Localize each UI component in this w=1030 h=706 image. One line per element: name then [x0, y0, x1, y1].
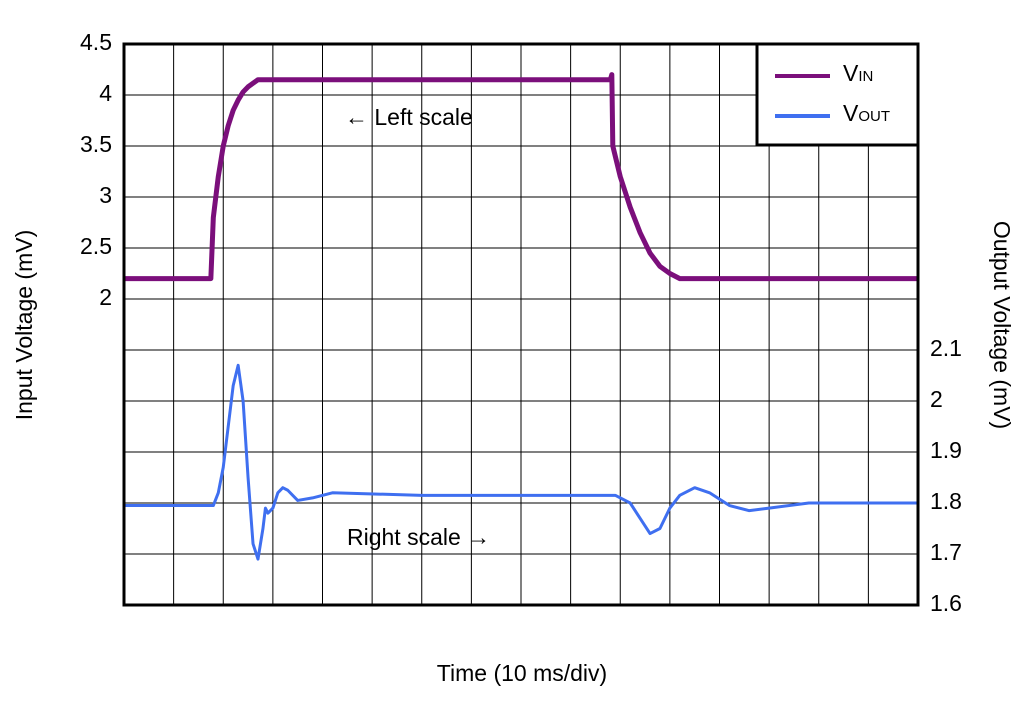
- x-axis-label: Time (10 ms/div): [437, 660, 607, 686]
- y2-axis-label: Output Voltage (mV): [989, 221, 1015, 429]
- y-tick-label: 2.5: [80, 233, 112, 259]
- y2-tick-label: 2.1: [930, 335, 962, 361]
- y-tick-label: 4: [99, 80, 112, 106]
- y-tick-label: 3: [99, 182, 112, 208]
- annotation: Right scale →: [347, 524, 490, 550]
- y-axis-label: Input Voltage (mV): [11, 230, 37, 421]
- annotation: ← Left scale: [345, 104, 473, 130]
- y-tick-label: 2: [99, 284, 112, 310]
- legend-box: [755, 42, 920, 147]
- y2-tick-label: 2: [930, 386, 943, 412]
- y2-tick-label: 1.8: [930, 488, 962, 514]
- y2-tick-label: 1.9: [930, 437, 962, 463]
- y-tick-label: 3.5: [80, 131, 112, 157]
- legend-label: VOUT: [843, 100, 891, 126]
- line: [124, 72, 918, 282]
- y2-tick-label: 1.6: [930, 590, 962, 616]
- line: [124, 363, 918, 561]
- y2-tick-label: 1.7: [930, 539, 962, 565]
- plot-frame: [122, 42, 920, 607]
- legend-label: VIN: [843, 60, 874, 86]
- y-tick-label: 4.5: [80, 29, 112, 55]
